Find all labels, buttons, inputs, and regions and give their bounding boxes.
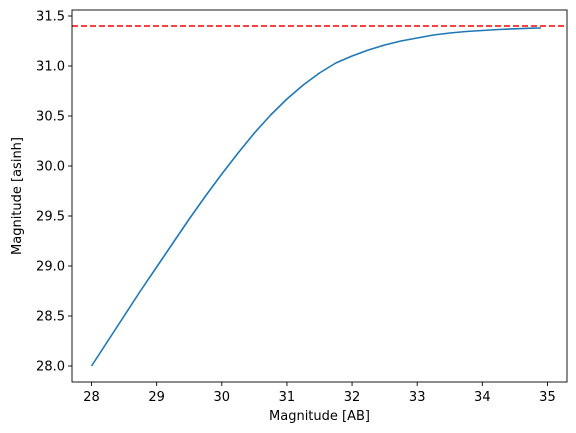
y-axis-label: Magnitude [asinh] [10,137,25,255]
axes-frame [71,9,568,383]
y-tick-label: 31.5 [36,10,65,25]
x-axis-label: Magnitude [AB] [269,409,370,424]
y-tick-label: 29.5 [36,210,65,225]
y-tick-label: 30.0 [36,160,65,175]
x-tick-label: 28 [83,390,100,405]
x-tick-label: 34 [474,390,491,405]
y-tick-label: 28.0 [36,360,65,375]
y-tick-label: 31.0 [36,60,65,75]
y-tick-label: 28.5 [36,310,65,325]
x-tick-label: 30 [214,390,231,405]
plot-area [72,25,567,367]
x-tick-label: 31 [279,390,296,405]
y-axis-ticks: 28.0 28.5 29.0 29.5 30.0 30.5 31.0 31.5 [36,10,72,375]
y-tick-label: 30.5 [36,110,65,125]
x-axis-ticks: 28 29 30 31 32 33 34 35 [83,382,556,405]
x-tick-label: 35 [539,390,556,405]
x-tick-label: 29 [148,390,165,405]
y-tick-label: 29.0 [36,260,65,275]
x-tick-label: 33 [409,390,426,405]
series-line [90,27,541,367]
x-tick-label: 32 [344,390,361,405]
